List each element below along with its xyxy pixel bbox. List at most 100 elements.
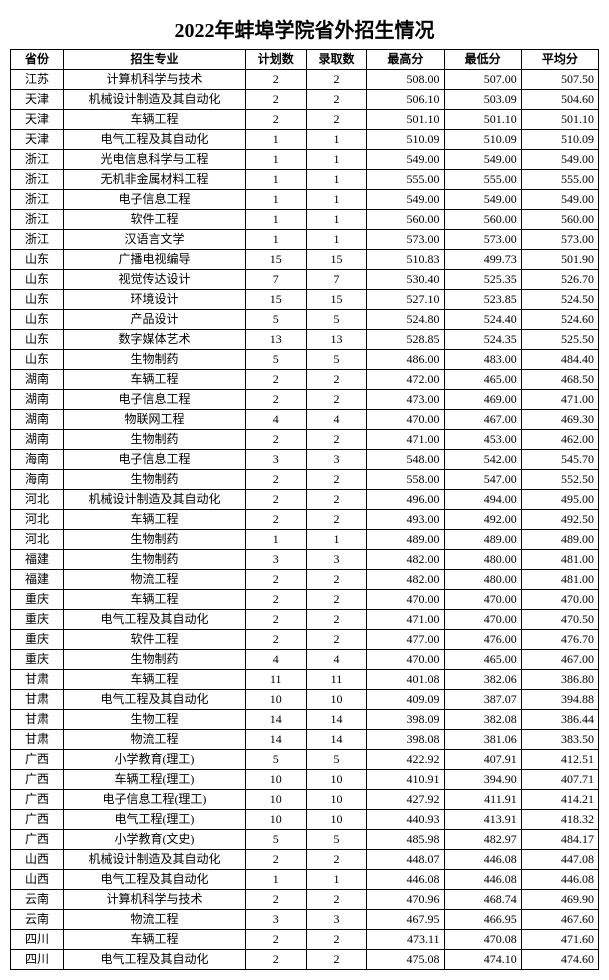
table-cell: 2 <box>306 470 367 490</box>
table-cell: 重庆 <box>11 630 64 650</box>
table-cell: 486.00 <box>367 350 444 370</box>
table-cell: 5 <box>245 350 306 370</box>
table-cell: 电子信息工程 <box>63 190 245 210</box>
table-cell: 398.08 <box>367 730 444 750</box>
table-cell: 广西 <box>11 770 64 790</box>
table-cell: 2 <box>245 930 306 950</box>
table-cell: 470.00 <box>367 410 444 430</box>
table-cell: 5 <box>245 830 306 850</box>
table-cell: 573.00 <box>367 230 444 250</box>
table-row: 天津电气工程及其自动化11510.09510.09510.09 <box>11 130 599 150</box>
table-cell: 广西 <box>11 750 64 770</box>
table-cell: 394.88 <box>521 690 598 710</box>
table-cell: 10 <box>245 810 306 830</box>
table-cell: 501.10 <box>367 110 444 130</box>
table-cell: 484.40 <box>521 350 598 370</box>
table-cell: 549.00 <box>367 190 444 210</box>
table-cell: 天津 <box>11 110 64 130</box>
table-cell: 甘肃 <box>11 690 64 710</box>
table-cell: 10 <box>245 690 306 710</box>
table-row: 甘肃生物工程1414398.09382.08386.44 <box>11 710 599 730</box>
table-cell: 云南 <box>11 910 64 930</box>
table-cell: 2 <box>245 90 306 110</box>
table-cell: 481.00 <box>521 570 598 590</box>
col-plan: 计划数 <box>245 50 306 70</box>
table-cell: 14 <box>245 710 306 730</box>
table-cell: 广西 <box>11 830 64 850</box>
table-row: 浙江电子信息工程11549.00549.00549.00 <box>11 190 599 210</box>
table-cell: 7 <box>306 270 367 290</box>
table-cell: 387.07 <box>444 690 521 710</box>
table-cell: 车辆工程 <box>63 370 245 390</box>
table-cell: 465.00 <box>444 370 521 390</box>
table-cell: 无机非金属材料工程 <box>63 170 245 190</box>
table-cell: 552.50 <box>521 470 598 490</box>
table-cell: 5 <box>245 310 306 330</box>
table-row: 甘肃电气工程及其自动化1010409.09387.07394.88 <box>11 690 599 710</box>
table-cell: 山东 <box>11 310 64 330</box>
table-cell: 523.85 <box>444 290 521 310</box>
table-cell: 483.00 <box>444 350 521 370</box>
table-cell: 3 <box>245 550 306 570</box>
table-cell: 广西 <box>11 790 64 810</box>
table-cell: 海南 <box>11 470 64 490</box>
table-row: 湖南车辆工程22472.00465.00468.50 <box>11 370 599 390</box>
table-cell: 1 <box>245 150 306 170</box>
table-cell: 482.00 <box>367 550 444 570</box>
table-cell: 2 <box>245 430 306 450</box>
table-cell: 446.08 <box>444 870 521 890</box>
table-cell: 2 <box>245 950 306 970</box>
table-cell: 1 <box>245 230 306 250</box>
table-row: 山东视觉传达设计77530.40525.35526.70 <box>11 270 599 290</box>
table-cell: 广西 <box>11 810 64 830</box>
table-cell: 527.10 <box>367 290 444 310</box>
table-cell: 河北 <box>11 510 64 530</box>
table-cell: 470.00 <box>444 610 521 630</box>
table-cell: 466.95 <box>444 910 521 930</box>
table-cell: 507.50 <box>521 70 598 90</box>
table-cell: 2 <box>306 90 367 110</box>
table-cell: 2 <box>245 610 306 630</box>
table-cell: 549.00 <box>444 190 521 210</box>
table-cell: 382.08 <box>444 710 521 730</box>
col-min: 最低分 <box>444 50 521 70</box>
table-cell: 四川 <box>11 930 64 950</box>
table-cell: 547.00 <box>444 470 521 490</box>
table-cell: 471.00 <box>521 390 598 410</box>
table-cell: 浙江 <box>11 150 64 170</box>
table-cell: 数字媒体艺术 <box>63 330 245 350</box>
table-row: 湖南电子信息工程22473.00469.00471.00 <box>11 390 599 410</box>
table-cell: 470.50 <box>521 610 598 630</box>
table-cell: 13 <box>306 330 367 350</box>
table-cell: 福建 <box>11 570 64 590</box>
table-cell: 510.09 <box>521 130 598 150</box>
table-cell: 528.85 <box>367 330 444 350</box>
table-cell: 492.50 <box>521 510 598 530</box>
table-cell: 软件工程 <box>63 630 245 650</box>
table-cell: 465.00 <box>444 650 521 670</box>
table-cell: 湖南 <box>11 390 64 410</box>
admissions-table: 省份 招生专业 计划数 录取数 最高分 最低分 平均分 江苏计算机科学与技术22… <box>10 49 599 970</box>
table-row: 山东生物制药55486.00483.00484.40 <box>11 350 599 370</box>
table-cell: 1 <box>306 530 367 550</box>
table-cell: 446.08 <box>444 850 521 870</box>
table-cell: 生物制药 <box>63 430 245 450</box>
table-cell: 499.73 <box>444 250 521 270</box>
table-cell: 560.00 <box>521 210 598 230</box>
table-cell: 501.90 <box>521 250 598 270</box>
table-cell: 1 <box>245 870 306 890</box>
table-cell: 小学教育(文史) <box>63 830 245 850</box>
table-cell: 物联网工程 <box>63 410 245 430</box>
table-cell: 5 <box>306 830 367 850</box>
table-cell: 汉语言文学 <box>63 230 245 250</box>
col-admitted: 录取数 <box>306 50 367 70</box>
table-cell: 2 <box>306 490 367 510</box>
table-cell: 501.10 <box>521 110 598 130</box>
table-row: 浙江汉语言文学11573.00573.00573.00 <box>11 230 599 250</box>
table-cell: 2 <box>245 890 306 910</box>
table-cell: 467.95 <box>367 910 444 930</box>
table-cell: 1 <box>245 130 306 150</box>
table-cell: 470.00 <box>521 590 598 610</box>
table-cell: 环境设计 <box>63 290 245 310</box>
table-cell: 381.06 <box>444 730 521 750</box>
